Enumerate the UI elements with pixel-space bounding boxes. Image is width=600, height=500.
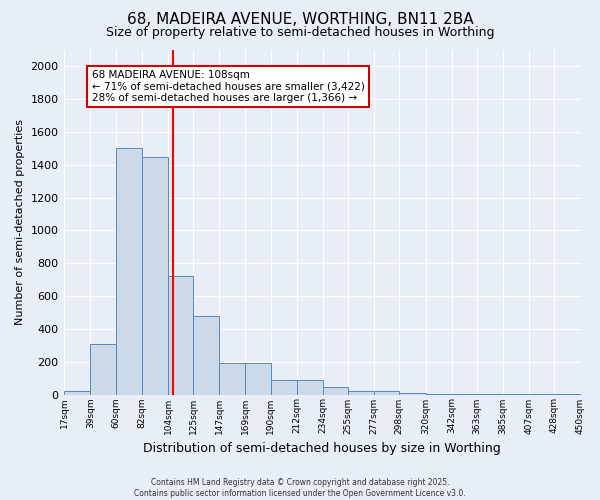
Text: Size of property relative to semi-detached houses in Worthing: Size of property relative to semi-detach… xyxy=(106,26,494,39)
Bar xyxy=(193,316,219,394)
Bar xyxy=(91,344,116,394)
Bar xyxy=(348,391,374,394)
Bar xyxy=(245,362,271,394)
Bar xyxy=(271,380,297,394)
X-axis label: Distribution of semi-detached houses by size in Worthing: Distribution of semi-detached houses by … xyxy=(143,442,501,455)
Bar xyxy=(323,387,348,394)
Bar xyxy=(142,156,168,394)
Text: 68, MADEIRA AVENUE, WORTHING, BN11 2BA: 68, MADEIRA AVENUE, WORTHING, BN11 2BA xyxy=(127,12,473,28)
Bar xyxy=(297,380,323,394)
Bar xyxy=(219,362,245,394)
Bar xyxy=(116,148,142,394)
Bar xyxy=(64,391,91,394)
Bar xyxy=(374,391,399,394)
Bar xyxy=(399,393,425,394)
Text: Contains HM Land Registry data © Crown copyright and database right 2025.
Contai: Contains HM Land Registry data © Crown c… xyxy=(134,478,466,498)
Y-axis label: Number of semi-detached properties: Number of semi-detached properties xyxy=(15,120,25,326)
Bar xyxy=(168,276,193,394)
Text: 68 MADEIRA AVENUE: 108sqm
← 71% of semi-detached houses are smaller (3,422)
28% : 68 MADEIRA AVENUE: 108sqm ← 71% of semi-… xyxy=(92,70,365,103)
